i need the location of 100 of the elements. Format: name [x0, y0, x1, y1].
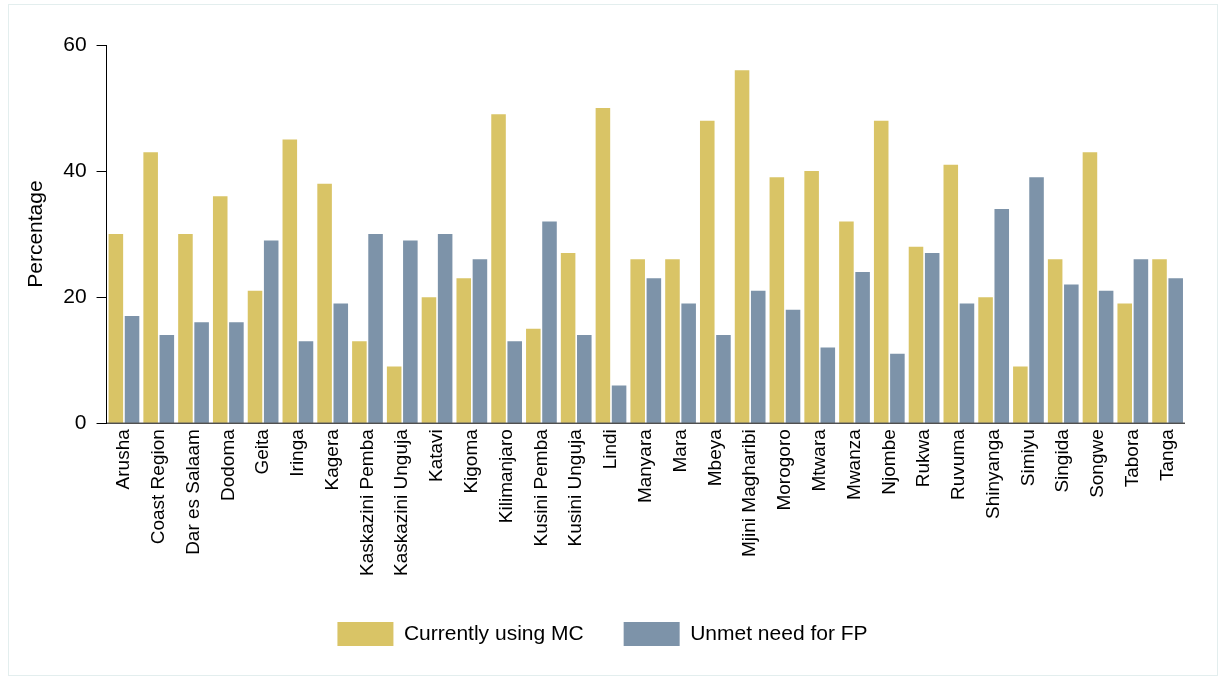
bar — [542, 221, 557, 423]
bar — [804, 171, 819, 423]
x-tick-label: Katavi — [425, 429, 447, 483]
bar — [646, 278, 662, 423]
bar — [421, 297, 437, 423]
x-tick-label: Kusini Unguja — [564, 428, 586, 547]
x-tick-label: Tanga — [1155, 428, 1177, 481]
bar — [665, 259, 680, 423]
bar — [873, 120, 889, 423]
bar — [839, 221, 854, 423]
bar — [298, 341, 314, 423]
x-tick-label: Mbeya — [703, 428, 725, 487]
x-tick-label: Ruvuma — [947, 428, 969, 500]
y-axis-title: Percentage — [23, 180, 47, 288]
bar — [855, 271, 870, 423]
bar — [750, 290, 766, 423]
bar — [247, 290, 263, 423]
bar — [1098, 290, 1114, 423]
bar — [716, 334, 731, 423]
x-tick-label: Mtwara — [807, 428, 829, 492]
bar — [1117, 303, 1133, 423]
bar — [263, 240, 279, 423]
x-tick-label: Rukwa — [912, 428, 934, 488]
bar — [317, 183, 332, 423]
bar — [386, 366, 402, 423]
bar — [212, 196, 228, 423]
bar — [595, 108, 611, 423]
bar — [630, 259, 645, 423]
bar — [194, 322, 209, 423]
bar — [577, 334, 592, 423]
bar — [229, 322, 244, 423]
x-tick-label: Iringa — [286, 428, 308, 477]
legend-label: Unmet need for FP — [690, 620, 868, 644]
bar — [124, 316, 140, 423]
bar — [368, 234, 383, 423]
x-tick-label: Kilimanjaro — [494, 429, 516, 524]
bar — [959, 303, 975, 423]
x-tick-label: Tabora — [1121, 428, 1143, 488]
bar — [1082, 152, 1098, 423]
bar — [143, 152, 158, 423]
y-tick-label: 60 — [63, 31, 87, 55]
x-tick-label: Coast Region — [146, 429, 168, 545]
bar — [526, 328, 541, 423]
bar — [507, 341, 522, 423]
x-tick-label: Mwanza — [842, 428, 864, 500]
bar — [456, 278, 472, 423]
bar — [994, 208, 1010, 423]
y-tick-label: 0 — [74, 409, 87, 433]
bar — [403, 240, 418, 423]
x-tick-label: Simiyu — [1016, 429, 1038, 487]
bar — [820, 347, 836, 423]
bar — [352, 341, 367, 423]
x-tick-label: Dodoma — [216, 428, 238, 502]
bar — [1064, 284, 1079, 423]
bar — [734, 70, 750, 423]
x-tick-label: Singida — [1051, 428, 1073, 493]
bar — [472, 259, 488, 423]
bar — [491, 114, 506, 423]
bar — [943, 164, 959, 423]
x-tick-label: Geita — [251, 428, 273, 475]
bar — [699, 120, 715, 423]
bar — [978, 297, 993, 423]
bar — [560, 253, 576, 423]
x-tick-label: Morogoro — [773, 429, 795, 511]
bar — [282, 139, 298, 423]
bar — [333, 303, 349, 423]
x-tick-label: Kigoma — [460, 428, 482, 494]
x-tick-label: Kagera — [320, 428, 342, 491]
bar — [908, 246, 924, 423]
bar — [681, 303, 696, 423]
x-tick-label: Dar es Salaam — [181, 429, 203, 555]
x-tick-label: Shinyanga — [981, 428, 1003, 519]
x-tick-label: Njombe — [877, 429, 899, 495]
bar — [437, 234, 453, 423]
bar — [1047, 259, 1063, 423]
x-tick-label: Manyara — [634, 428, 656, 504]
y-tick-label: 20 — [63, 283, 87, 307]
x-tick-label: Songwe — [1086, 429, 1108, 498]
bar — [159, 334, 175, 423]
x-tick-label: Kusini Pemba — [529, 428, 551, 547]
legend-label: Currently using MC — [403, 620, 584, 644]
bar — [769, 177, 785, 423]
x-tick-label: Kaskazini Unguja — [390, 428, 412, 577]
bar — [890, 353, 905, 423]
bar — [1013, 366, 1028, 423]
bar — [611, 385, 627, 423]
bar — [1133, 259, 1149, 423]
bar — [1168, 278, 1183, 423]
bar — [1152, 259, 1167, 423]
x-tick-label: Arusha — [112, 428, 134, 490]
bar — [108, 234, 124, 423]
x-tick-label: Mjini Magharibi — [738, 429, 760, 557]
x-tick-label: Lindi — [599, 429, 621, 470]
x-tick-label: Mara — [668, 428, 690, 473]
bar — [785, 309, 801, 423]
bar — [924, 253, 940, 423]
bar — [1029, 177, 1044, 423]
y-tick-label: 40 — [63, 157, 87, 181]
bar — [178, 234, 193, 423]
x-tick-label: Kaskazini Pemba — [355, 428, 377, 576]
